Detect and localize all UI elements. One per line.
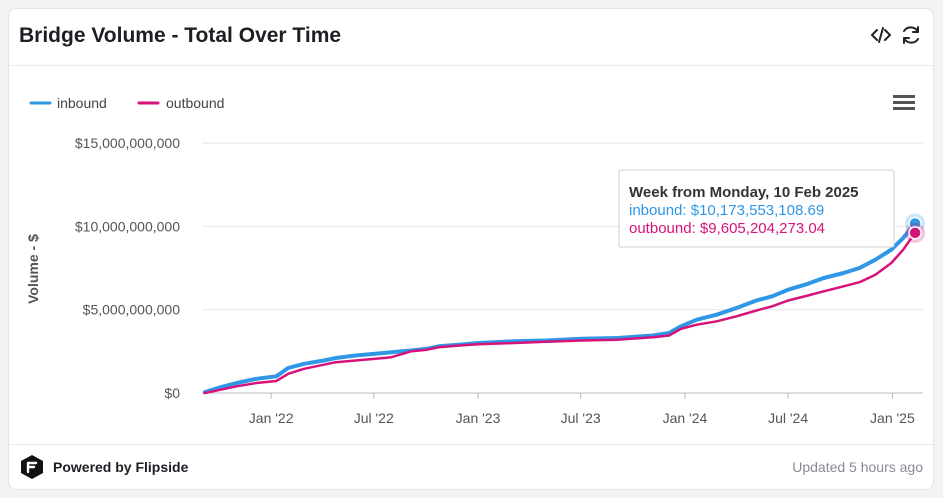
x-tick-label: Jan '22 [249, 410, 294, 426]
legend: inbound outbound [29, 95, 224, 111]
chart-title: Bridge Volume - Total Over Time [19, 24, 342, 47]
y-tick-label: $0 [164, 385, 180, 401]
chart-card: Bridge Volume - Total Over Time inbound … [8, 8, 934, 490]
x-tick-label: Jul '22 [354, 410, 394, 426]
tooltip-box [618, 169, 895, 248]
tooltip-outbound: outbound: $9,605,204,273.04 [629, 220, 825, 237]
card-header: Bridge Volume - Total Over Time [9, 9, 933, 66]
x-tick-label: Jul '24 [768, 410, 808, 426]
y-tick-label: $10,000,000,000 [75, 218, 180, 234]
updated-timestamp: Updated 5 hours ago [792, 459, 923, 475]
x-tick-label: Jan '23 [456, 410, 501, 426]
hover-point-outbound[interactable] [908, 226, 922, 240]
series-line-inbound[interactable] [202, 221, 918, 395]
line-chart: inbound outbound Volume - $ $0 $5,000,000… [25, 95, 926, 426]
legend-item-inbound[interactable]: inbound [29, 95, 107, 111]
hamburger-menu-icon[interactable] [893, 95, 915, 110]
legend-item-outbound[interactable]: outbound [137, 95, 224, 111]
legend-label-outbound: outbound [166, 95, 224, 111]
powered-by-label[interactable]: Powered by Flipside [53, 459, 189, 475]
chart-area: inbound outbound Volume - $ $0 $5,000,000… [9, 66, 933, 446]
x-tick-label: Jul '23 [561, 410, 601, 426]
y-axis-label: Volume - $ [25, 234, 41, 304]
card-footer: Powered by Flipside Updated 5 hours ago [9, 444, 933, 489]
tooltip: Week from Monday, 10 Feb 2025 inbound: $… [618, 169, 895, 248]
legend-label-inbound: inbound [57, 95, 107, 111]
y-tick-label: $15,000,000,000 [75, 135, 180, 151]
tooltip-title: Week from Monday, 10 Feb 2025 [629, 184, 859, 201]
code-embed-icon[interactable] [869, 23, 893, 47]
y-tick-label: $5,000,000,000 [83, 302, 181, 318]
refresh-icon[interactable] [899, 23, 923, 47]
x-tick-label: Jan '25 [870, 410, 915, 426]
flipside-logo-icon [19, 454, 45, 480]
x-tick-label: Jan '24 [663, 410, 708, 426]
series-line-outbound[interactable] [203, 231, 917, 395]
tooltip-inbound: inbound: $10,173,553,108.69 [629, 202, 824, 219]
